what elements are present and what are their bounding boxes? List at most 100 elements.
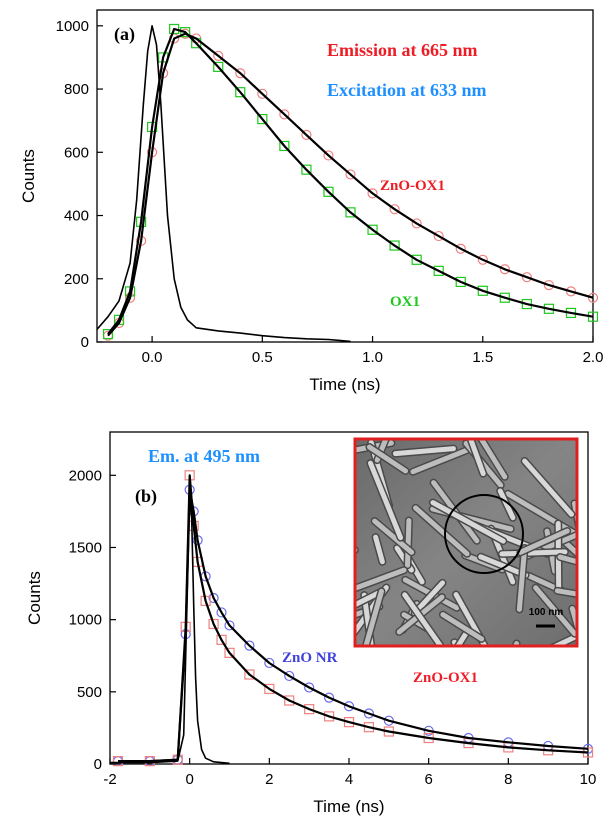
sem-inset-image: 100 nm <box>338 437 605 648</box>
sem-nanorod <box>478 439 508 480</box>
panel-a-y-axis-title: Counts <box>19 149 38 203</box>
sem-nanorod <box>363 588 384 646</box>
sem-nanorod-shadow <box>355 546 359 555</box>
panel-b-y-tick-label: 1000 <box>69 612 102 629</box>
sem-highlight-circle <box>444 494 524 574</box>
sem-nanorod <box>513 641 520 646</box>
sem-nanorod <box>413 505 470 557</box>
sem-nanorod-shadow <box>355 509 356 515</box>
panel-a-zno-ox1-point <box>257 88 268 99</box>
panel-a-axes-layer: 0.0 0.5 1.0 1.5 2.0 0 200 400 600 800 1000 <box>56 18 604 366</box>
panel-a-x-tick-label: 0.0 <box>142 349 163 366</box>
panel-a-zno-ox1-point <box>521 272 532 283</box>
panel-a-y-tick-label: 200 <box>64 271 89 288</box>
panel-b-zno-ox1-point <box>264 683 275 695</box>
panel-a-zno-ox1-point <box>367 188 378 199</box>
panel-a-zno-ox1-point <box>433 230 444 242</box>
panel-b-zno-nr-point <box>244 640 255 651</box>
panel-a-zno-ox1-point <box>477 254 488 265</box>
panel-b-zno-nr-point <box>216 607 227 618</box>
sem-nanorod <box>402 592 444 646</box>
panel-a-zno-ox1-point <box>301 129 312 140</box>
panel-b-zno-nr-point <box>224 620 235 631</box>
panel-b-zno-nr-point <box>363 708 375 719</box>
sem-nanorod <box>554 588 577 597</box>
sem-nanorod <box>392 446 456 457</box>
panel-a-zno-ox1-point <box>455 243 466 254</box>
panel-a-annotation-znoox1: ZnO-OX1 <box>380 178 445 194</box>
panel-b-label: (b) <box>135 486 157 507</box>
panel-a-ox1-point <box>411 254 422 265</box>
panel-a-y-tick-label: 0 <box>81 334 89 351</box>
panel-a-zno-ox1-point <box>345 169 356 180</box>
sem-nanorod <box>440 612 485 642</box>
panel-a-annotation-excitation: Excitation at 633 nm <box>327 80 487 100</box>
panel-a-ox1-point <box>323 186 334 197</box>
panel-a-ox1-point <box>433 265 444 276</box>
panel-b-zno-ox1-point <box>208 618 219 630</box>
panel-b-zno-ox1-point <box>216 634 227 645</box>
panel-a-plot-frame <box>96 9 594 343</box>
panel-b-zno-nr-point <box>383 715 394 726</box>
panel-b-annotation-emission: Em. at 495 nm <box>148 446 260 466</box>
panel-a-ox1-point <box>235 87 246 98</box>
sem-nanorod <box>497 488 516 521</box>
panel-a-ox1-point <box>345 207 356 218</box>
sem-nanorod <box>410 446 472 475</box>
panel-a-ox1-point <box>169 23 180 35</box>
panel-b-zno-nr-point <box>304 682 315 693</box>
panel-b-irf-line <box>110 496 230 765</box>
panel-a: 0.0 0.5 1.0 1.5 2.0 0 200 400 600 800 1000 (a) Emi… <box>19 9 604 394</box>
panel-a-ox1-point <box>367 224 378 235</box>
sem-nanorod-shadow <box>583 577 605 608</box>
panel-a-zno-ox1-fit-line <box>107 32 594 337</box>
panel-a-ox1-point <box>180 27 191 38</box>
panel-a-x-tick-label: 0.5 <box>252 349 273 366</box>
panel-a-annotation-ox1: OX1 <box>390 294 420 310</box>
sem-nanorod <box>517 528 570 555</box>
panel-a-ox1-point <box>389 240 400 251</box>
panel-a-ox1-fit-line <box>107 27 594 335</box>
panel-b-series-layer <box>110 470 594 767</box>
sem-nanorod <box>516 545 528 612</box>
panel-b-y-axis-title: Counts <box>25 571 44 625</box>
panel-a-ox1-point <box>213 61 224 73</box>
panel-a-ox1-point <box>455 276 466 288</box>
sem-nanorod <box>468 439 486 477</box>
sem-nanorod <box>355 567 407 592</box>
sem-inset-border <box>353 437 579 648</box>
panel-a-irf-line <box>96 24 351 343</box>
sem-nanorod <box>430 500 506 544</box>
panel-b-annotation-znoox1: ZnO-OX1 <box>413 670 478 686</box>
panel-b-annotation-zno-nr: ZnO NR <box>282 650 338 666</box>
panel-b-x-axis-title: Time (ns) <box>313 797 384 816</box>
sem-nanorod <box>412 580 445 616</box>
panel-a-y-tick-label: 800 <box>64 81 89 98</box>
sem-nanorod <box>355 547 358 554</box>
sem-nanorod <box>453 592 488 646</box>
panel-b-x-tick-label: 6 <box>424 771 432 788</box>
sem-nanorod <box>338 511 352 561</box>
panel-b-y-tick-label: 2000 <box>69 467 102 484</box>
panel-a-zno-ox1-point <box>323 150 334 161</box>
panel-a-ox1-point <box>102 328 114 340</box>
sem-nanorod <box>404 517 412 568</box>
panel-a-x-tick-label: 2.0 <box>583 349 604 366</box>
sem-nanorods <box>338 439 605 646</box>
panel-a-annotation-emission: Emission at 665 nm <box>327 40 478 60</box>
panel-a-y-tick-label: 1000 <box>56 18 89 35</box>
panel-b-zno-nr-point <box>284 670 295 682</box>
sem-nanorod <box>550 633 577 646</box>
sem-nanorod <box>522 458 575 517</box>
panel-b-x-tick-label: 4 <box>345 771 353 788</box>
panel-a-series-layer <box>96 23 599 343</box>
panel-b-zno-nr-point <box>343 701 355 712</box>
panel-b-x-tick-label: 2 <box>265 771 273 788</box>
panel-a-ox1-point <box>279 140 290 152</box>
panel-b-zno-ox1-point <box>304 704 315 715</box>
sem-nanorod <box>372 518 415 555</box>
panel-b-y-tick-label: 1500 <box>69 539 102 556</box>
sem-nanorod <box>367 460 404 541</box>
